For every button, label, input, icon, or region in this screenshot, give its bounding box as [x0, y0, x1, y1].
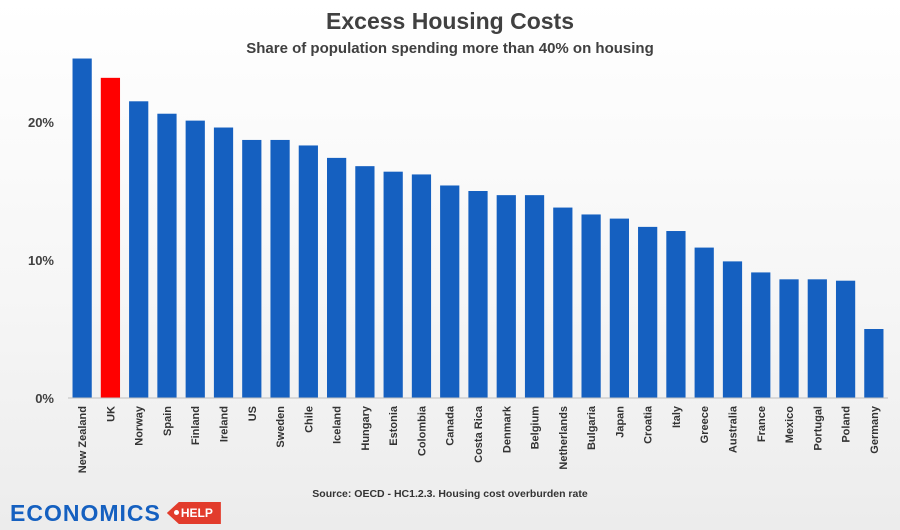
bar-denmark — [496, 195, 516, 398]
x-tick-label: Sweden — [275, 406, 287, 448]
x-tick-label: Japan — [614, 406, 626, 438]
bar-france — [751, 272, 771, 398]
x-tick-label: Germany — [869, 405, 881, 454]
bar-estonia — [383, 171, 403, 398]
bar-mexico — [779, 279, 799, 398]
x-tick-label: Spain — [162, 406, 174, 436]
bar-ireland — [213, 127, 234, 399]
bar-new-zealand — [72, 58, 92, 399]
x-tick-label: Estonia — [388, 405, 400, 446]
x-tick-label: France — [756, 406, 768, 442]
bar-germany — [864, 329, 884, 398]
bar-netherlands — [553, 207, 573, 398]
x-tick-label: Bulgaria — [586, 405, 598, 450]
chart-title: Excess Housing Costs — [326, 8, 574, 34]
x-tick-label: Mexico — [784, 406, 796, 444]
x-tick-label: Iceland — [332, 406, 344, 444]
x-tick-label: Hungary — [360, 405, 372, 451]
x-tick-label: Chile — [303, 406, 315, 433]
logo-help-badge: HELP — [166, 502, 221, 524]
x-tick-label: Denmark — [501, 405, 513, 453]
source-note: Source: OECD - HC1.2.3. Housing cost ove… — [312, 488, 588, 500]
bar-costa-rica — [468, 191, 488, 398]
bar-bulgaria — [581, 214, 601, 398]
y-tick-label: 0% — [35, 391, 54, 406]
x-tick-label: Italy — [671, 405, 683, 428]
x-tick-label: Colombia — [416, 405, 428, 456]
bar-norway — [129, 101, 149, 399]
bar-greece — [694, 247, 714, 398]
bar-chile — [298, 145, 318, 398]
x-tick-label: Norway — [134, 405, 146, 446]
x-tick-label: UK — [105, 406, 117, 422]
x-tick-label: Greece — [699, 406, 711, 443]
x-tick-label: Belgium — [530, 406, 542, 450]
x-tick-label: New Zealand — [77, 406, 89, 473]
bar-portugal — [807, 279, 827, 398]
chart-subtitle: Share of population spending more than 4… — [246, 40, 654, 57]
x-tick-label: Croatia — [643, 405, 655, 444]
bar-finland — [185, 120, 205, 399]
bar-canada — [440, 185, 460, 398]
bar-italy — [666, 231, 686, 398]
x-tick-label: US — [247, 406, 259, 421]
bar-australia — [722, 261, 743, 398]
y-tick-label: 20% — [28, 115, 54, 130]
x-tick-label: Costa Rica — [473, 405, 485, 463]
bar-belgium — [524, 195, 545, 398]
bar-uk — [100, 77, 121, 398]
bar-spain — [157, 113, 177, 398]
x-tick-label: Australia — [727, 405, 739, 453]
bar-sweden — [270, 139, 290, 398]
x-tick-label: Portugal — [812, 406, 824, 451]
economics-help-logo: ECONOMICS HELP — [10, 498, 221, 528]
x-tick-label: Finland — [190, 406, 202, 445]
y-tick-label: 10% — [28, 253, 54, 268]
bar-colombia — [411, 174, 432, 398]
bar-iceland — [327, 157, 347, 398]
logo-help-text: HELP — [180, 506, 213, 520]
x-tick-label: Poland — [841, 406, 853, 443]
bar-hungary — [355, 166, 375, 398]
x-tick-label: Canada — [445, 405, 457, 446]
bar-japan — [609, 218, 629, 398]
bar-croatia — [638, 226, 658, 398]
x-tick-label: Netherlands — [558, 406, 570, 470]
x-tick-label: Ireland — [219, 406, 231, 442]
bar-poland — [835, 280, 856, 398]
bar-us — [242, 139, 262, 398]
logo-dot-icon — [173, 510, 179, 515]
logo-wordmark: ECONOMICS — [10, 499, 161, 526]
